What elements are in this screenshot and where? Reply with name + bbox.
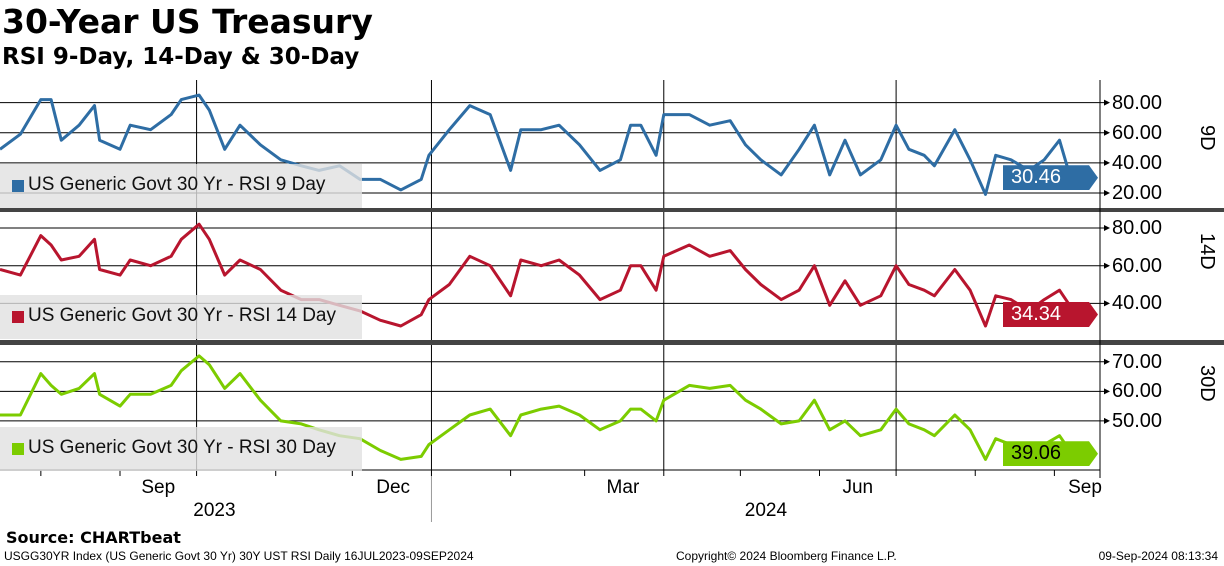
- chart-subtitle: RSI 9-Day, 14-Day & 30-Day: [2, 44, 360, 70]
- tick-arrow-icon: [1104, 417, 1110, 424]
- tick-arrow-icon: [1104, 262, 1110, 269]
- legend-swatch-14d: [12, 311, 24, 323]
- legend-9d: US Generic Govt 30 Yr - RSI 9 Day: [0, 164, 362, 208]
- last-value-tag: 34.34: [1003, 302, 1098, 327]
- panel-label: 9D: [1196, 125, 1218, 151]
- x-month-label: Jun: [842, 477, 874, 498]
- x-month-label: Sep: [141, 477, 176, 498]
- footer-description: USGG30YR Index (US Generic Govt 30 Yr) 3…: [4, 549, 474, 563]
- series-line-14d: [0, 222, 1077, 328]
- y-tick-label: 80.00: [1112, 91, 1163, 114]
- tick-arrow-icon: [1104, 189, 1110, 196]
- panel-label: 14D: [1196, 233, 1218, 270]
- x-month-label: Mar: [606, 477, 640, 498]
- footer-timestamp: 09-Sep-2024 08:13:34: [1098, 549, 1218, 563]
- series-line-30d: [0, 354, 1076, 461]
- tick-arrow-icon: [1104, 129, 1110, 136]
- chart-title: 30-Year US Treasury: [2, 2, 373, 41]
- y-tick-label: 60.00: [1112, 380, 1163, 403]
- series-line-9d: [0, 93, 1076, 196]
- last-value-tag: 30.46: [1003, 165, 1098, 190]
- x-year-label: 2024: [744, 500, 788, 521]
- panel-separator: [0, 340, 1224, 345]
- y-tick-label: 80.00: [1112, 217, 1163, 239]
- legend-30d: US Generic Govt 30 Yr - RSI 30 Day: [0, 427, 362, 471]
- legend-label-9d: US Generic Govt 30 Yr - RSI 9 Day: [28, 174, 326, 195]
- tick-arrow-icon: [1104, 300, 1110, 307]
- panel-label: 30D: [1196, 365, 1218, 402]
- source-label: Source: CHARTbeat: [6, 528, 181, 547]
- y-tick-label: 60.00: [1112, 121, 1163, 144]
- tick-arrow-icon: [1104, 99, 1110, 106]
- tick-arrow-icon: [1104, 358, 1110, 365]
- y-tick-label: 40.00: [1112, 292, 1163, 315]
- y-tick-label: 50.00: [1112, 409, 1163, 432]
- y-tick-label: 40.00: [1112, 151, 1163, 174]
- x-month-label: Dec: [376, 477, 411, 498]
- tick-arrow-icon: [1104, 388, 1110, 395]
- y-tick-label: 60.00: [1112, 254, 1163, 277]
- last-value-tag: 39.06: [1003, 441, 1098, 466]
- y-tick-label: 70.00: [1112, 350, 1163, 373]
- legend-label-14d: US Generic Govt 30 Yr - RSI 14 Day: [28, 305, 336, 326]
- tick-arrow-icon: [1104, 225, 1110, 232]
- legend-14d: US Generic Govt 30 Yr - RSI 14 Day: [0, 295, 362, 339]
- x-year-label: 2023: [193, 500, 236, 521]
- y-tick-label: 20.00: [1112, 181, 1163, 204]
- legend-label-30d: US Generic Govt 30 Yr - RSI 30 Day: [28, 437, 336, 458]
- x-month-label: Sep: [1068, 477, 1102, 498]
- tick-arrow-icon: [1104, 159, 1110, 166]
- panel-separator: [0, 208, 1224, 212]
- footer-copyright: Copyright© 2024 Bloomberg Finance L.P.: [676, 549, 897, 563]
- legend-swatch-30d: [12, 443, 24, 455]
- legend-swatch-9d: [12, 180, 24, 192]
